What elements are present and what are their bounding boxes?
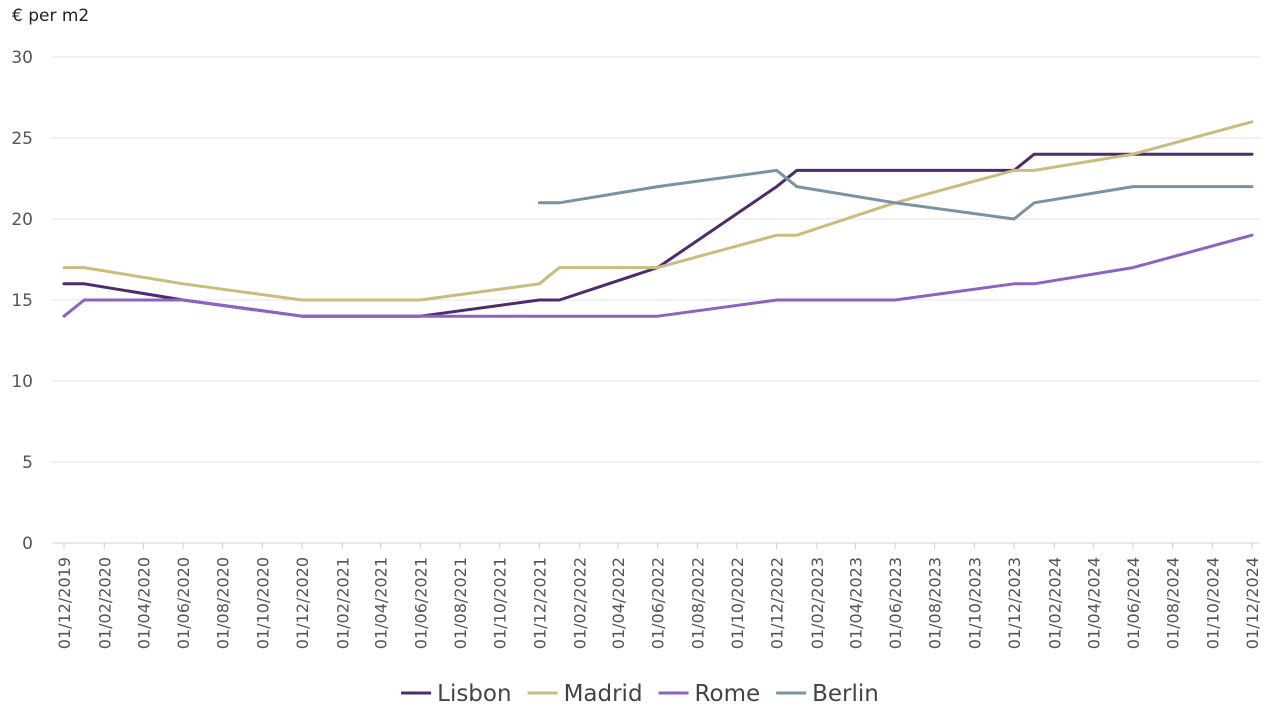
- series-lines: [62, 120, 1254, 318]
- x-tick-label: 01/06/2021: [411, 557, 430, 649]
- y-tick-label: 15: [11, 291, 33, 311]
- series-line-rome: [62, 233, 1254, 318]
- x-tick-label: 01/10/2023: [965, 557, 984, 649]
- y-tick-label: 0: [22, 534, 33, 554]
- legend: Lisbon Madrid Rome Berlin: [401, 681, 879, 707]
- x-tick-label: 01/08/2020: [214, 557, 233, 649]
- x-tick-label: 01/06/2023: [886, 557, 905, 649]
- legend-label-rome: Rome: [695, 681, 761, 707]
- x-tick-label: 01/12/2021: [530, 557, 549, 649]
- x-tick-label: 01/12/2022: [768, 557, 787, 649]
- x-tick-label: 01/12/2024: [1243, 557, 1262, 649]
- x-tick-label: 01/02/2024: [1045, 557, 1064, 649]
- legend-label-berlin: Berlin: [812, 681, 879, 707]
- x-tick-label: 01/02/2022: [571, 557, 590, 649]
- gridlines: [52, 56, 1260, 544]
- x-tick-label: 01/12/2019: [55, 557, 74, 649]
- x-tick-label: 01/12/2020: [293, 557, 312, 649]
- y-axis-ticks: 0 5 10 15 20 25 30: [11, 48, 33, 554]
- x-tick-label: 01/06/2022: [649, 557, 668, 649]
- series-line-madrid: [62, 120, 1254, 302]
- x-tick-label: 01/06/2020: [174, 557, 193, 649]
- y-tick-label: 30: [11, 48, 33, 68]
- y-tick-label: 5: [22, 453, 33, 473]
- x-tick-label: 01/10/2024: [1203, 557, 1222, 649]
- x-tick-label: 01/12/2023: [1005, 557, 1024, 649]
- y-tick-label: 20: [11, 210, 33, 230]
- legend-label-lisbon: Lisbon: [437, 681, 511, 707]
- x-tick-label: 01/02/2021: [333, 557, 352, 649]
- x-tick-label: 01/04/2021: [372, 557, 391, 649]
- y-tick-label: 10: [11, 372, 33, 392]
- x-tick-label: 01/10/2021: [491, 557, 510, 649]
- x-tick-label: 01/04/2023: [846, 557, 865, 649]
- x-tick-label: 01/02/2020: [95, 557, 114, 649]
- x-tick-label: 01/02/2023: [808, 557, 827, 649]
- x-tick-label: 01/04/2022: [609, 557, 628, 649]
- x-tick-label: 01/10/2022: [728, 557, 747, 649]
- x-axis-ticks: 01/12/2019 01/02/2020 01/04/2020 01/06/2020…: [55, 543, 1262, 649]
- x-tick-label: 01/08/2023: [926, 557, 945, 649]
- x-tick-label: 01/04/2020: [134, 557, 153, 649]
- x-tick-label: 01/08/2024: [1164, 557, 1183, 649]
- x-tick-label: 01/08/2021: [451, 557, 470, 649]
- x-tick-label: 01/04/2024: [1084, 557, 1103, 649]
- series-line-berlin: [537, 168, 1254, 221]
- x-tick-label: 01/06/2024: [1124, 557, 1143, 649]
- x-tick-label: 01/08/2022: [688, 557, 707, 649]
- legend-label-madrid: Madrid: [564, 681, 643, 707]
- x-tick-label: 01/10/2020: [253, 557, 272, 649]
- y-tick-label: 25: [11, 129, 33, 149]
- y-axis-unit-label: € per m2: [12, 6, 90, 26]
